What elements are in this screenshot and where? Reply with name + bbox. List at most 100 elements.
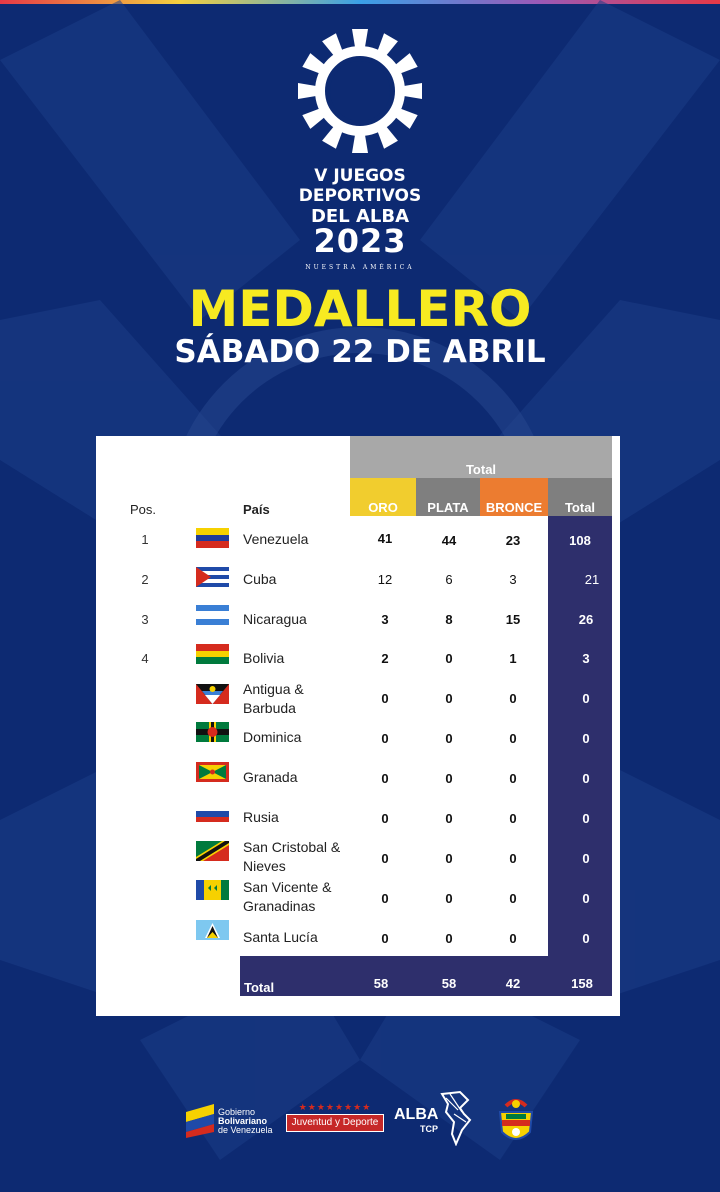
- row-gold: 0: [381, 731, 389, 746]
- logo-line-1: V JUEGOS: [314, 166, 406, 186]
- row-total: 0: [582, 931, 590, 946]
- header-bronze: BRONCE: [480, 478, 548, 516]
- row-bronze: 23: [505, 533, 521, 548]
- nicaragua-flag-icon: [196, 605, 229, 625]
- gov-line1: Gobierno: [218, 1107, 256, 1117]
- table-group-header: Total: [465, 462, 497, 477]
- totals-bronze: 42: [505, 976, 521, 991]
- row-total: 0: [582, 891, 590, 906]
- ministry-label: Juventud y Deporte: [286, 1114, 384, 1132]
- russia-flag-icon: [196, 806, 229, 822]
- row-pos: 3: [141, 612, 149, 627]
- event-logo: V JUEGOS DEPORTIVOS DEL ALBA 2023 NUESTR…: [290, 26, 430, 271]
- row-bronze: 0: [509, 811, 517, 826]
- logo-year: 2023: [313, 222, 407, 260]
- row-silver: 8: [445, 612, 453, 627]
- header-silver: PLATA: [416, 478, 480, 516]
- header-pos: Pos.: [130, 502, 157, 517]
- dominica-flag-icon: [196, 722, 229, 742]
- row-silver: 6: [445, 572, 453, 587]
- row-silver: 44: [441, 533, 457, 548]
- totals-row: [240, 956, 612, 996]
- row-bronze: 15: [505, 612, 521, 627]
- row-gold: 2: [381, 651, 389, 666]
- row-pos: 4: [141, 651, 149, 666]
- alba-label: ALBA: [394, 1106, 439, 1123]
- page-date: SÁBADO 22 DE ABRIL: [174, 334, 546, 370]
- row-pos: 1: [141, 532, 149, 547]
- saint-kitts-flag-icon: [196, 841, 229, 861]
- row-bronze: 0: [509, 771, 517, 786]
- grenada-flag-icon: [196, 762, 229, 782]
- sun-emblem-icon: [298, 29, 422, 153]
- page-title: MEDALLERO: [188, 280, 532, 338]
- row-country: Antigua & Barbuda: [243, 681, 304, 716]
- row-bronze: 0: [509, 731, 517, 746]
- bolivia-flag-icon: [196, 644, 229, 664]
- row-country: Nicaragua: [243, 611, 307, 627]
- row-silver: 0: [445, 651, 453, 666]
- table-group-header-bg: [350, 436, 612, 478]
- venezuela-flag-icon: [196, 528, 229, 548]
- row-bronze: 0: [509, 851, 517, 866]
- row-total: 0: [582, 851, 590, 866]
- row-country: Dominica: [243, 729, 302, 745]
- row-total: 0: [582, 731, 590, 746]
- row-country: San Vicente & Granadinas: [243, 879, 332, 914]
- gov-line3: de Venezuela: [218, 1125, 273, 1135]
- alba-tcp-logo: ALBA TCP: [392, 1090, 482, 1146]
- venezuela-wing-icon: [186, 1104, 214, 1138]
- totals-total: 158: [571, 976, 593, 991]
- americas-map-icon: [440, 1090, 472, 1146]
- stars-icon: ★★★★★★★★: [298, 1102, 372, 1112]
- row-total: 0: [582, 691, 590, 706]
- row-gold: 0: [381, 851, 389, 866]
- row-country: San Cristobal & Nieves: [243, 839, 341, 874]
- row-total: 26: [578, 612, 594, 627]
- row-silver: 0: [445, 891, 453, 906]
- top-color-strip: [0, 0, 720, 4]
- institution-crest-icon: [496, 1096, 536, 1148]
- totals-gold: 58: [373, 976, 389, 991]
- row-gold: 12: [377, 572, 393, 587]
- row-gold: 3: [381, 612, 389, 627]
- row-total: 108: [569, 533, 591, 548]
- row-bronze: 1: [509, 651, 517, 666]
- alba-sub: TCP: [420, 1124, 438, 1134]
- row-total: 21: [584, 572, 600, 587]
- header-total: Total: [548, 478, 612, 516]
- header-country: País: [243, 502, 270, 517]
- logo-tagline: NUESTRA AMÉRICA: [305, 264, 415, 271]
- totals-label: Total: [244, 980, 275, 995]
- saint-lucia-flag-icon: [196, 920, 229, 940]
- header-gold: ORO: [350, 478, 416, 516]
- row-bronze: 0: [509, 891, 517, 906]
- row-silver: 0: [445, 811, 453, 826]
- row-gold: 41: [377, 531, 393, 546]
- ministry-logo: ★★★★★★★★ Juventud y Deporte: [286, 1102, 384, 1136]
- logo-line-2: DEPORTIVOS: [298, 186, 422, 206]
- row-bronze: 3: [509, 572, 517, 587]
- row-silver: 0: [445, 931, 453, 946]
- logo-line-3: DEL ALBA: [310, 206, 410, 227]
- row-gold: 0: [381, 771, 389, 786]
- row-country: Cuba: [243, 571, 277, 587]
- row-pos: 2: [141, 572, 149, 587]
- antigua-flag-icon: [196, 684, 229, 704]
- row-gold: 0: [381, 691, 389, 706]
- row-bronze: 0: [509, 931, 517, 946]
- row-bronze: 0: [509, 691, 517, 706]
- total-column-bg: [548, 516, 612, 956]
- row-gold: 0: [381, 931, 389, 946]
- cuba-flag-icon: [196, 567, 229, 587]
- row-country: Bolivia: [243, 650, 285, 666]
- row-country: Granada: [243, 769, 298, 785]
- row-country: Santa Lucía: [243, 929, 318, 945]
- row-country: Venezuela: [243, 531, 309, 547]
- gov-line2: Bolivariano: [218, 1116, 268, 1126]
- row-silver: 0: [445, 851, 453, 866]
- gov-venezuela-logo: Gobierno Bolivariano de Venezuela: [184, 1100, 284, 1144]
- row-total: 0: [582, 811, 590, 826]
- row-total: 0: [582, 771, 590, 786]
- row-silver: 0: [445, 731, 453, 746]
